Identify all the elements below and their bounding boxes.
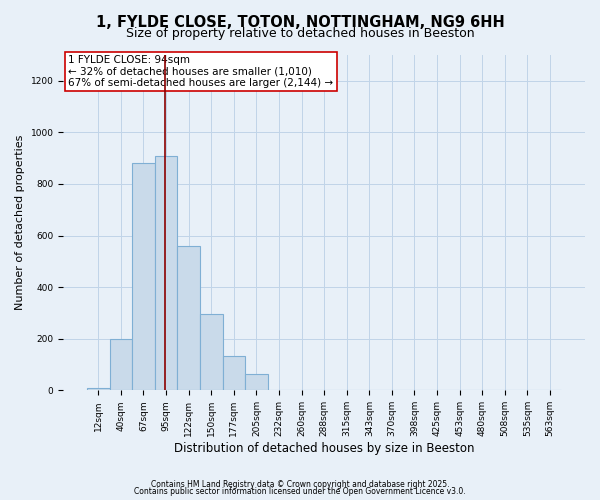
Text: 1, FYLDE CLOSE, TOTON, NOTTINGHAM, NG9 6HH: 1, FYLDE CLOSE, TOTON, NOTTINGHAM, NG9 6… [95, 15, 505, 30]
Text: Contains HM Land Registry data © Crown copyright and database right 2025.: Contains HM Land Registry data © Crown c… [151, 480, 449, 489]
Bar [155, 156, 178, 390]
Bar [110, 339, 132, 390]
Text: Contains public sector information licensed under the Open Government Licence v3: Contains public sector information licen… [134, 487, 466, 496]
Text: Size of property relative to detached houses in Beeston: Size of property relative to detached ho… [125, 28, 475, 40]
Bar [178, 246, 200, 390]
Bar [87, 388, 110, 390]
Bar [132, 164, 155, 390]
Bar [223, 356, 245, 390]
Text: 1 FYLDE CLOSE: 94sqm
← 32% of detached houses are smaller (1,010)
67% of semi-de: 1 FYLDE CLOSE: 94sqm ← 32% of detached h… [68, 55, 334, 88]
Bar [245, 374, 268, 390]
Y-axis label: Number of detached properties: Number of detached properties [15, 135, 25, 310]
Bar [200, 314, 223, 390]
X-axis label: Distribution of detached houses by size in Beeston: Distribution of detached houses by size … [174, 442, 475, 455]
